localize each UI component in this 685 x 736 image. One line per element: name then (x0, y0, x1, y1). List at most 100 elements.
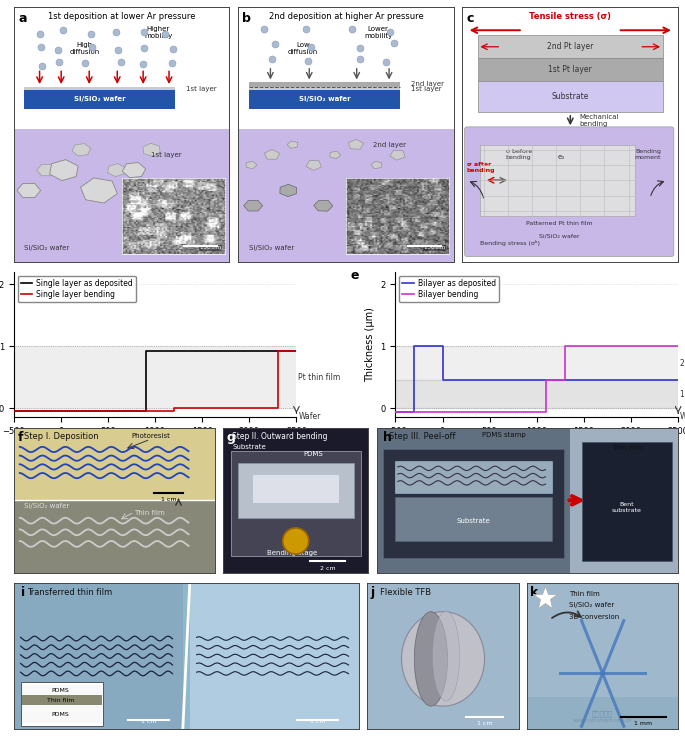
Polygon shape (17, 183, 40, 197)
Bar (477, 58, 663, 81)
Text: 1st deposition at lower Ar pressure: 1st deposition at lower Ar pressure (48, 13, 195, 21)
Text: Flexible TFB: Flexible TFB (379, 587, 431, 597)
Polygon shape (81, 178, 117, 203)
Polygon shape (49, 160, 78, 180)
Bilayer bending (542, 408, 550, 417)
Text: PDMS: PDMS (51, 687, 69, 693)
Bar (14, 346, 297, 408)
Text: Si/SiO₂ wafer: Si/SiO₂ wafer (539, 233, 580, 238)
Text: Lower
mobility: Lower mobility (364, 26, 393, 39)
Bar (25, 87, 175, 90)
Bar (25, 90, 175, 109)
Bilayer as deposited (674, 376, 682, 385)
Text: 仪器信息网: 仪器信息网 (592, 711, 613, 718)
Text: www.instrument.com.cn: www.instrument.com.cn (573, 718, 632, 723)
Text: 1 cm: 1 cm (161, 498, 176, 503)
Circle shape (283, 528, 309, 554)
Single layer bending (170, 407, 178, 416)
Text: 3D conversion: 3D conversion (569, 614, 620, 620)
Single layer bending (170, 403, 178, 412)
Text: i: i (21, 587, 25, 599)
Bar (249, 82, 400, 87)
Text: Substrate: Substrate (456, 517, 490, 524)
Text: Substrate: Substrate (232, 444, 266, 450)
Text: e₃: e₃ (558, 154, 564, 160)
Line: Bilayer as deposited: Bilayer as deposited (395, 346, 678, 412)
Text: 2nd Pt layer: 2nd Pt layer (680, 359, 685, 368)
Text: 1st layer: 1st layer (151, 152, 182, 158)
Text: Mechanical
bending: Mechanical bending (579, 114, 619, 127)
Polygon shape (155, 180, 183, 201)
Single layer as deposited (142, 407, 150, 416)
Polygon shape (244, 200, 262, 211)
Text: Si/SiO₂ wafer: Si/SiO₂ wafer (569, 602, 614, 608)
Text: σ before
bending: σ before bending (506, 149, 532, 160)
Text: Si/SiO₂ wafer: Si/SiO₂ wafer (249, 246, 294, 252)
Text: Si/SiO₂ wafer: Si/SiO₂ wafer (25, 246, 70, 252)
Bilayer bending (391, 408, 399, 417)
Polygon shape (264, 149, 279, 159)
Polygon shape (384, 200, 403, 211)
Bilayer as deposited (438, 376, 447, 385)
Text: 2 cm: 2 cm (320, 566, 336, 570)
Text: Substrate: Substrate (551, 92, 589, 101)
Polygon shape (122, 163, 146, 177)
Text: 2nd layer: 2nd layer (410, 81, 444, 87)
X-axis label: Stress (MPa): Stress (MPa) (506, 442, 567, 452)
Text: 1st layer: 1st layer (186, 85, 217, 92)
Text: Thin film: Thin film (47, 698, 74, 703)
Bilayer as deposited (410, 408, 419, 417)
Ellipse shape (414, 612, 447, 706)
Text: Wafer: Wafer (680, 411, 685, 420)
Polygon shape (37, 164, 55, 176)
Text: e: e (350, 269, 359, 282)
Polygon shape (348, 139, 364, 149)
Ellipse shape (432, 611, 460, 701)
Text: Bending
moment: Bending moment (634, 149, 661, 160)
Polygon shape (330, 151, 340, 159)
Polygon shape (287, 141, 298, 149)
Text: 2nd layer: 2nd layer (373, 141, 406, 148)
Bar (23, 696, 101, 705)
Text: Thin film: Thin film (569, 590, 600, 597)
Legend: Bilayer as deposited, Bilayer bending: Bilayer as deposited, Bilayer bending (399, 276, 499, 302)
Text: c: c (466, 13, 474, 26)
Single layer bending (273, 403, 282, 412)
Bilayer as deposited (438, 342, 447, 350)
Text: 2nd Pt layer: 2nd Pt layer (547, 42, 593, 52)
Single layer bending (273, 347, 282, 355)
Text: σ after
bending: σ after bending (466, 162, 495, 173)
Polygon shape (350, 184, 367, 197)
Text: PDMS stamp: PDMS stamp (482, 432, 526, 438)
Text: Tensile stress (σ): Tensile stress (σ) (530, 13, 611, 21)
Bar (477, 35, 663, 58)
Text: Si/SiO₂ wafer: Si/SiO₂ wafer (24, 503, 69, 509)
Text: 1st layer: 1st layer (375, 193, 406, 199)
Text: PDMS: PDMS (51, 712, 69, 717)
FancyBboxPatch shape (464, 127, 674, 257)
Text: Pt thin film: Pt thin film (299, 372, 340, 382)
Line: Single layer bending: Single layer bending (14, 351, 297, 411)
Text: Step I. Deposition: Step I. Deposition (24, 432, 99, 441)
Text: High
diffusion: High diffusion (70, 41, 100, 54)
Single layer bending (10, 407, 18, 416)
Bar (395, 346, 678, 381)
Bar (249, 90, 400, 109)
Text: 1st Pt layer: 1st Pt layer (680, 390, 685, 399)
Bar (23, 685, 101, 696)
Text: F: F (303, 484, 310, 494)
Line: Single layer as deposited: Single layer as deposited (14, 351, 297, 411)
Text: 2nd deposition at higher Ar pressure: 2nd deposition at higher Ar pressure (269, 13, 423, 21)
Text: g: g (226, 431, 235, 444)
Text: 1st layer: 1st layer (410, 85, 441, 92)
Text: 1 cm: 1 cm (477, 721, 493, 726)
Text: a: a (18, 13, 27, 26)
Text: 1 cm: 1 cm (140, 719, 156, 724)
Bar (395, 381, 678, 408)
Polygon shape (246, 161, 257, 169)
Ellipse shape (401, 612, 484, 706)
Text: h: h (383, 431, 392, 444)
Text: Bending stage: Bending stage (266, 550, 317, 556)
X-axis label: Stress (MPa): Stress (MPa) (125, 442, 186, 452)
Single layer as deposited (10, 407, 18, 416)
